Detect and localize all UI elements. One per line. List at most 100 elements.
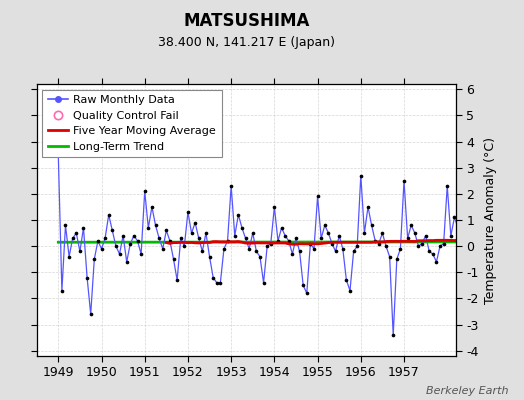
Y-axis label: Temperature Anomaly (°C): Temperature Anomaly (°C): [484, 136, 497, 304]
Point: [238, 225, 246, 231]
Point: [418, 240, 426, 247]
Point: [429, 251, 437, 257]
Point: [457, 238, 466, 244]
Point: [248, 230, 257, 236]
Point: [277, 225, 286, 231]
Point: [191, 220, 199, 226]
Point: [234, 212, 243, 218]
Point: [371, 238, 379, 244]
Point: [259, 280, 268, 286]
Point: [151, 222, 160, 228]
Point: [177, 235, 185, 242]
Point: [108, 227, 116, 234]
Point: [54, 152, 62, 158]
Point: [205, 254, 214, 260]
Point: [353, 243, 362, 249]
Point: [472, 251, 480, 257]
Point: [465, 235, 473, 242]
Point: [504, 243, 512, 249]
Point: [223, 238, 232, 244]
Point: [155, 235, 163, 242]
Point: [357, 172, 365, 179]
Point: [188, 230, 196, 236]
Point: [436, 243, 444, 249]
Point: [299, 282, 308, 288]
Point: [511, 251, 520, 257]
Point: [58, 288, 66, 294]
Point: [288, 251, 297, 257]
Point: [159, 246, 167, 252]
Point: [494, 222, 502, 228]
Point: [126, 240, 135, 247]
Point: [180, 243, 189, 249]
Point: [69, 235, 77, 242]
Point: [490, 227, 498, 234]
Point: [256, 254, 264, 260]
Point: [140, 188, 149, 194]
Legend: Raw Monthly Data, Quality Control Fail, Five Year Moving Average, Long-Term Tren: Raw Monthly Data, Quality Control Fail, …: [42, 90, 222, 157]
Point: [367, 222, 376, 228]
Point: [79, 225, 88, 231]
Point: [285, 238, 293, 244]
Point: [194, 235, 203, 242]
Point: [382, 243, 390, 249]
Point: [119, 232, 127, 239]
Point: [497, 232, 506, 239]
Point: [486, 180, 495, 186]
Point: [317, 235, 325, 242]
Point: [202, 230, 210, 236]
Point: [515, 290, 523, 296]
Point: [411, 230, 419, 236]
Point: [162, 227, 170, 234]
Point: [313, 193, 322, 200]
Text: MATSUSHIMA: MATSUSHIMA: [183, 12, 310, 30]
Point: [400, 178, 408, 184]
Point: [270, 204, 279, 210]
Point: [519, 248, 524, 254]
Point: [432, 259, 441, 265]
Text: Berkeley Earth: Berkeley Earth: [426, 386, 508, 396]
Point: [446, 232, 455, 239]
Point: [500, 240, 509, 247]
Point: [421, 232, 430, 239]
Point: [328, 240, 336, 247]
Point: [310, 246, 318, 252]
Point: [479, 238, 487, 244]
Point: [375, 240, 383, 247]
Point: [263, 243, 271, 249]
Point: [209, 274, 217, 281]
Point: [173, 277, 181, 283]
Point: [425, 248, 433, 254]
Point: [335, 232, 343, 239]
Point: [169, 256, 178, 262]
Point: [360, 230, 368, 236]
Point: [198, 248, 206, 254]
Point: [97, 246, 106, 252]
Point: [213, 280, 221, 286]
Point: [104, 212, 113, 218]
Point: [292, 235, 300, 242]
Point: [90, 256, 99, 262]
Point: [396, 246, 405, 252]
Point: [83, 274, 91, 281]
Point: [133, 238, 141, 244]
Point: [324, 230, 333, 236]
Point: [75, 248, 84, 254]
Point: [227, 183, 235, 189]
Point: [144, 225, 152, 231]
Point: [403, 235, 412, 242]
Point: [350, 248, 358, 254]
Point: [148, 204, 156, 210]
Point: [342, 277, 351, 283]
Point: [166, 238, 174, 244]
Point: [112, 243, 120, 249]
Point: [475, 261, 484, 268]
Point: [137, 251, 145, 257]
Point: [130, 232, 138, 239]
Point: [468, 246, 477, 252]
Point: [440, 240, 448, 247]
Point: [339, 246, 347, 252]
Point: [231, 232, 239, 239]
Point: [296, 248, 304, 254]
Point: [483, 243, 491, 249]
